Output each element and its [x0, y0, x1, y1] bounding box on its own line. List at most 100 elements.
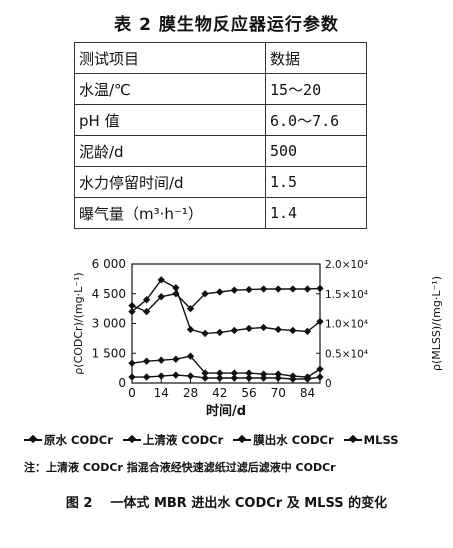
- y-tick-label: 3 000: [92, 317, 126, 331]
- table-cell-item: 泥龄/d: [74, 135, 266, 167]
- legend-label: 上清液 CODCr: [142, 433, 224, 447]
- data-point: [201, 329, 209, 338]
- x-tick-label: 84: [300, 386, 315, 400]
- x-tick-label: 70: [271, 386, 286, 400]
- table-cell-value: 15～20: [265, 73, 367, 105]
- y2-tick-label: 1.5×10⁴: [325, 289, 368, 301]
- data-point: [201, 290, 209, 298]
- data-point: [157, 372, 165, 380]
- data-point: [289, 375, 297, 383]
- table-row: 曝气量（m³·h⁻¹） 1.4: [74, 197, 367, 229]
- data-point: [316, 317, 324, 326]
- table-title: 表 2 膜生物反应器运行参数: [114, 15, 339, 35]
- data-point: [172, 371, 180, 379]
- table-cell-value: 6.0～7.6: [265, 104, 367, 136]
- data-point: [172, 355, 180, 363]
- data-point: [142, 357, 151, 365]
- legend-label: 原水 CODCr: [44, 433, 113, 447]
- legend-marker-icon: [122, 434, 141, 444]
- legend-item: 膜出水 CODCr: [233, 432, 334, 448]
- data-point: [186, 304, 195, 313]
- data-point: [216, 288, 224, 296]
- legend-item: MLSS: [343, 432, 399, 448]
- x-tick-label: 14: [154, 386, 169, 400]
- figure-caption: 图 2 一体式 MBR 进出水 CODCr 及 MLSS 的变化: [0, 492, 453, 511]
- data-point: [230, 326, 239, 335]
- data-point: [259, 285, 268, 293]
- y-tick-label: 1 500: [92, 346, 126, 360]
- table-row: 泥龄/d 500: [74, 135, 367, 167]
- x-axis-label: 时间/d: [206, 403, 246, 419]
- y2-tick-label: 1.0×10⁴: [325, 319, 368, 331]
- data-point: [128, 373, 136, 381]
- table-cell-item: 测试项目: [74, 42, 266, 74]
- y2-tick-label: 0.5×10⁴: [325, 348, 368, 360]
- legend-marker-icon: [24, 434, 42, 444]
- cod-mlss-chart: 0 1 500 3 000 4 500 6 000 0 0.5×10⁴ 1.0×10⁴ 1.5×…: [72, 257, 443, 419]
- table-header-row: 测试项目 数据: [74, 42, 367, 74]
- legend-item: 原水 CODCr: [24, 432, 113, 448]
- x-tick-label: 42: [212, 386, 227, 400]
- data-point: [245, 324, 253, 333]
- data-point: [142, 373, 151, 381]
- x-tick-label: 0: [128, 386, 136, 400]
- data-point: [316, 373, 324, 381]
- y2-axis-label: ρ(MLSS)/(mg·L⁻¹): [430, 276, 443, 371]
- legend-marker-icon: [343, 434, 362, 444]
- data-point: [303, 375, 312, 383]
- legend-item: 上清液 CODCr: [122, 432, 224, 448]
- y-tick-label: 4 500: [92, 287, 126, 301]
- chart-note: 注：上清液 CODCr 指混合液经快速滤纸过滤后滤液中 CODCr: [24, 461, 336, 474]
- table-cell-item: 水力停留时间/d: [74, 166, 266, 198]
- data-point: [245, 374, 253, 382]
- legend-label: 膜出水 CODCr: [253, 433, 334, 447]
- table-cell-value: 1.4: [265, 197, 367, 229]
- table-cell-item: 曝气量（m³·h⁻¹）: [74, 197, 266, 229]
- data-point: [289, 326, 297, 335]
- data-point: [230, 374, 239, 382]
- data-point: [274, 370, 282, 378]
- table-row: 水温/℃ 15～20: [74, 73, 367, 105]
- table-cell-value: 500: [265, 135, 367, 167]
- y2-tick-label: 0: [325, 378, 332, 390]
- data-point: [157, 276, 165, 284]
- y-tick-label: 6 000: [92, 257, 126, 271]
- data-point: [303, 327, 312, 336]
- data-point: [274, 374, 282, 382]
- data-point: [303, 285, 312, 293]
- data-point: [172, 290, 180, 298]
- data-point: [245, 285, 253, 294]
- figure-caption-text: 一体式 MBR 进出水 CODCr 及 MLSS 的变化: [110, 496, 388, 511]
- chart-legend: 原水 CODCr 上清液 CODCr 膜出水 CODCr MLSS: [24, 432, 453, 448]
- table-cell-item: pH 值: [74, 104, 266, 136]
- data-point: [157, 356, 165, 364]
- data-point: [274, 285, 282, 293]
- data-point: [172, 284, 180, 292]
- data-point: [186, 325, 195, 334]
- data-point: [316, 284, 324, 293]
- data-point: [259, 370, 268, 378]
- data-point: [316, 365, 324, 373]
- data-point: [186, 372, 195, 380]
- data-point: [259, 374, 268, 382]
- y-axis-label: ρ(CODCr)/(mg·L⁻¹): [72, 272, 85, 374]
- data-point: [289, 285, 297, 293]
- legend-label: MLSS: [363, 433, 399, 447]
- y2-tick-label: 2.0×10⁴: [325, 259, 368, 271]
- x-tick-label: 28: [183, 386, 198, 400]
- table-row: pH 值 6.0～7.6: [74, 104, 367, 136]
- x-tick-label: 56: [241, 386, 256, 400]
- data-point: [259, 323, 268, 332]
- table-cell-value: 1.5: [265, 166, 367, 198]
- legend-marker-icon: [233, 434, 252, 444]
- data-point: [201, 374, 209, 382]
- data-point: [216, 328, 224, 337]
- data-point: [230, 286, 239, 294]
- parameters-table: 测试项目 数据 水温/℃ 15～20 pH 值 6.0～7.6 泥龄/d 500 水力停留时间/…: [74, 42, 367, 229]
- y-tick-label: 0: [118, 376, 126, 390]
- data-point: [274, 325, 282, 334]
- data-point: [128, 301, 136, 310]
- table-row: 水力停留时间/d 1.5: [74, 166, 367, 198]
- figure-number: 图 2: [65, 496, 93, 511]
- series-line: [131, 287, 321, 313]
